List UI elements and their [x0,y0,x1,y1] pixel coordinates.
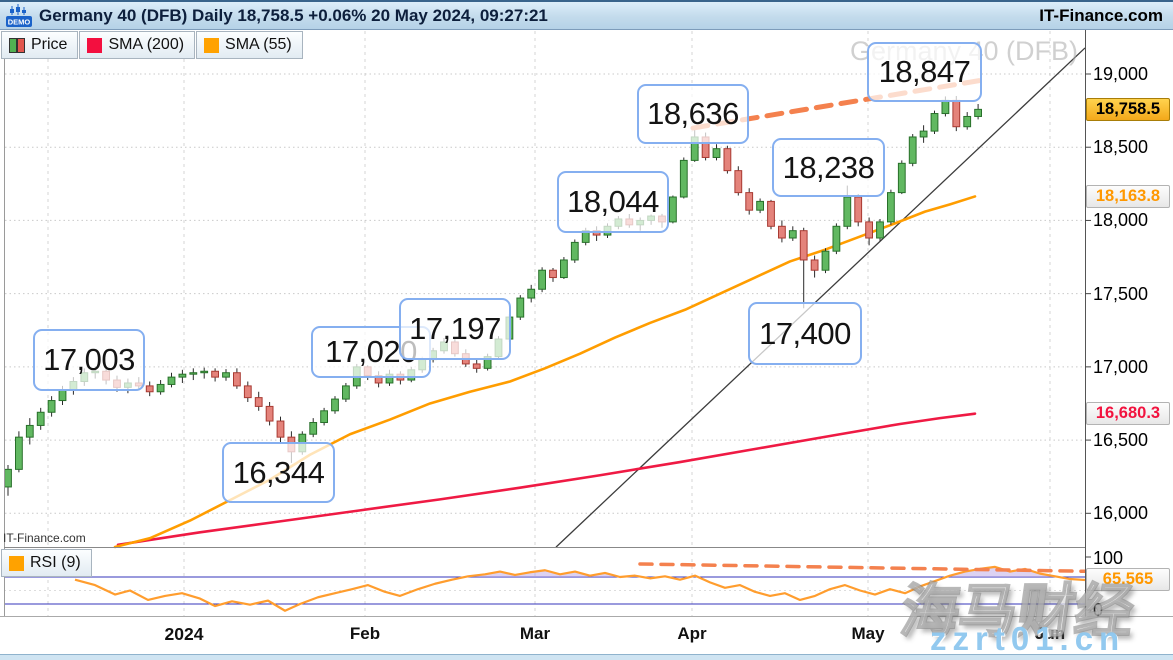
rsi-tick-label: 0 [1093,600,1104,620]
time-axis-label: Mar [519,624,551,643]
chart-canvas[interactable] [0,30,1173,660]
swing-price-label[interactable]: 17,003 [33,329,145,391]
demo-label: DEMO [8,17,31,26]
sma55-swatch-icon [204,37,220,53]
price-tick-label: 16,000 [1093,503,1149,524]
time-axis[interactable]: 2024 Feb Mar Apr May Jun [0,617,1173,654]
price-tick-label: 19,000 [1093,64,1149,84]
price-tick-label: 16,500 [1093,430,1149,451]
swing-price-label[interactable]: 18,044 [557,171,669,233]
sma200-value-tag: 16,680.3 [1086,402,1170,426]
bottom-scroll-strip[interactable] [0,654,1173,660]
swing-price-label[interactable]: 16,344 [222,442,335,503]
demo-badge-icon: DEMO [6,3,32,27]
time-axis-label: Apr [677,624,707,643]
time-axis-label: Jun [1034,624,1066,643]
price-tick-label: 18,000 [1093,210,1149,231]
brand-text: IT-Finance.com [1039,5,1163,25]
rsi-swatch-icon [9,555,24,571]
legend-rsi-label: RSI (9) [30,554,81,571]
swing-price-label[interactable]: 17,197 [399,298,511,360]
price-tick-label: 17,500 [1093,283,1149,304]
last-price-tag: 18,758.5 [1086,97,1170,121]
title-bar: DEMO Germany 40 (DFB) Daily 18,758.5 +0.… [0,0,1173,30]
time-axis-label: 2024 [164,624,204,644]
legend-row: Price SMA (200) SMA (55) [1,31,303,59]
rsi-tick-label: 100 [1093,548,1124,568]
time-axis-label: May [851,624,885,643]
panel-brand-text: IT-Finance.com [3,531,86,545]
swing-price-label[interactable]: 18,238 [772,138,885,197]
swing-price-label[interactable]: 18,847 [867,42,982,102]
legend-rsi-chip[interactable]: RSI (9) [1,549,92,577]
sma55-value-tag: 18,163.8 [1086,184,1170,208]
rsi-value-tag: 65.565 [1086,568,1170,592]
legend-sma200-chip[interactable]: SMA (200) [79,31,196,59]
candlestick-swatch-icon [9,37,25,53]
price-tick-label: 17,000 [1093,356,1149,377]
swing-price-label[interactable]: 18,636 [637,84,749,144]
legend-sma55-label: SMA (55) [225,36,292,53]
legend-price-chip[interactable]: Price [1,31,79,59]
price-tick-label: 18,500 [1093,137,1149,158]
time-axis-label: Feb [349,624,381,643]
legend-sma200-label: SMA (200) [108,36,185,53]
swing-price-label[interactable]: 17,400 [748,302,862,365]
sma200-swatch-icon [87,37,103,53]
chart-title: Germany 40 (DFB) Daily 18,758.5 +0.06% 2… [39,5,548,25]
legend-price-label: Price [31,36,68,53]
legend-sma55-chip[interactable]: SMA (55) [196,31,303,59]
